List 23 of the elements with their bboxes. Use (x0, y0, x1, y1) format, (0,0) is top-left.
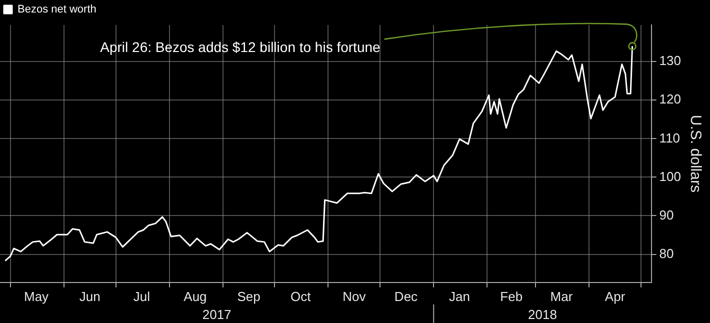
y-tick-label: 120 (659, 92, 682, 107)
y-tick-label: 80 (659, 246, 674, 261)
x-tick-label: Jul (133, 288, 150, 304)
x-tick-label: Mar (550, 288, 574, 304)
x-tick-label: Apr (604, 288, 626, 304)
x-tick-label: Jan (449, 288, 470, 304)
x-tick-label: May (24, 288, 50, 304)
legend-label: Bezos net worth (18, 4, 96, 16)
x-tick-label: Dec (394, 288, 418, 304)
y-tick-label: 110 (659, 130, 680, 146)
x-tick-label: Oct (290, 288, 312, 304)
x-tick-label: Sep (237, 288, 260, 304)
text: 2017 (202, 307, 232, 322)
annotation: April 26: Bezos adds $12 billion to his fortune (100, 39, 381, 56)
text: 2018 (528, 307, 557, 322)
x-tick-label: Jun (79, 288, 100, 304)
x-tick-label: Aug (184, 288, 207, 304)
y-tick-label: 130 (659, 53, 682, 68)
x-tick-label: Nov (342, 288, 366, 304)
y-tick-label: 90 (659, 207, 674, 222)
x-tick-label: Feb (500, 288, 523, 304)
y-tick-label: 100 (659, 168, 682, 184)
y-axis-title: U.S. dollars (686, 114, 704, 192)
